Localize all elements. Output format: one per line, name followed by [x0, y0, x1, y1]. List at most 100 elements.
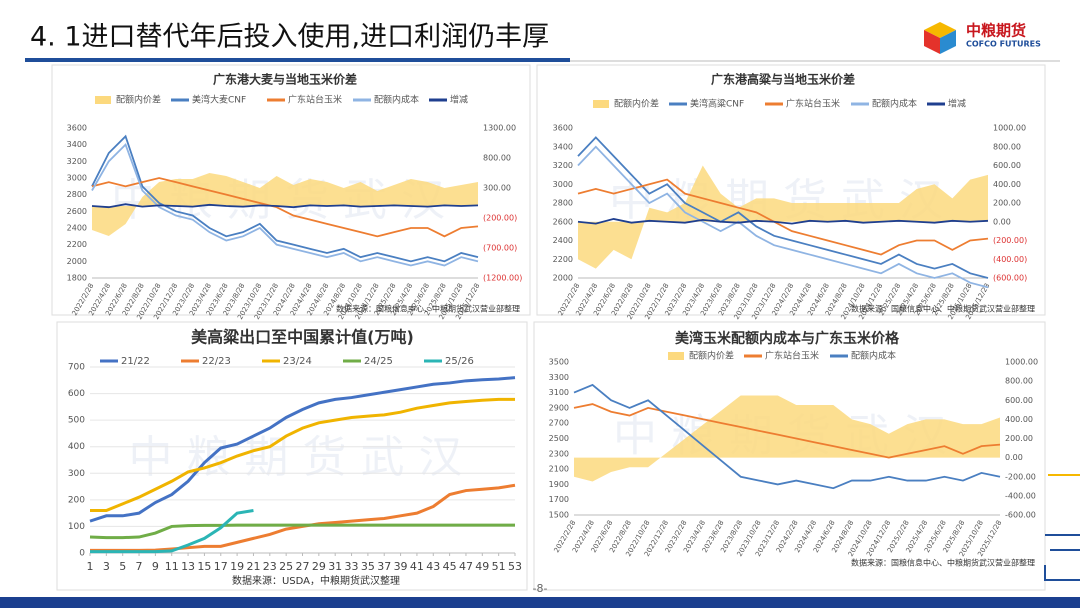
series-line — [573, 403, 1001, 459]
x-tick-label: 27 — [296, 560, 310, 573]
y-tick-label: 3100 — [549, 388, 569, 397]
x-tick-label: 47 — [459, 560, 473, 573]
y2-tick-label: (700.00) — [483, 244, 517, 253]
x-tick-label: 11 — [165, 560, 179, 573]
y-tick-label: 2200 — [553, 255, 573, 264]
y2-tick-label: 300.00 — [483, 184, 511, 193]
y2-tick-label: (200.00) — [483, 214, 517, 223]
y-tick-label: 2000 — [553, 274, 573, 283]
x-tick-label: 35 — [361, 560, 375, 573]
y-tick-label: 3200 — [553, 161, 573, 170]
legend-label: 配额内价差 — [116, 94, 161, 106]
legend-swatch — [668, 352, 684, 360]
x-tick-label: 51 — [492, 560, 506, 573]
y2-tick-label: 200.00 — [993, 199, 1021, 208]
series-line — [91, 177, 479, 238]
y2-tick-label: 400.00 — [993, 180, 1021, 189]
y-tick-label: 300 — [68, 469, 85, 479]
y-tick-label: 1800 — [67, 274, 87, 283]
x-tick-label: 15 — [197, 560, 211, 573]
legend-label: 25/26 — [445, 356, 474, 367]
y2-tick-label: (1200.00) — [483, 274, 522, 283]
source-note: 数据来源：USDA，中粮期货武汉整理 — [232, 574, 400, 587]
source-note: 数据来源：国粮信息中心、中粮期货武汉营业部整理 — [851, 558, 1035, 568]
legend-label: 增减 — [450, 94, 468, 106]
y2-tick-label: 800.00 — [993, 142, 1021, 151]
x-tick-label: 39 — [394, 560, 408, 573]
legend-label: 22/23 — [202, 356, 231, 367]
y2-tick-label: 800.00 — [483, 154, 511, 163]
y-tick-label: 3000 — [553, 180, 573, 189]
y-tick-label: 3600 — [67, 124, 87, 133]
x-tick-label: 1 — [87, 560, 94, 573]
y-tick-label: 2900 — [549, 403, 569, 412]
y-tick-label: 1900 — [549, 480, 569, 489]
x-tick-label: 37 — [377, 560, 391, 573]
series-line — [90, 397, 515, 512]
y-tick-label: 100 — [68, 522, 85, 532]
x-tick-label: 43 — [426, 560, 440, 573]
x-tick-label: 29 — [312, 560, 326, 573]
y-tick-label: 3500 — [549, 358, 569, 367]
x-tick-label: 19 — [230, 560, 244, 573]
y2-tick-label: 0.00 — [1005, 453, 1023, 462]
decor-lines — [1044, 474, 1080, 581]
y-tick-label: 2600 — [67, 207, 87, 216]
chart-title: 广东港大麦与当地玉米价差 — [213, 72, 357, 87]
x-tick-label: 25 — [279, 560, 293, 573]
legend-label: 广东站台玉米 — [765, 350, 819, 362]
legend-label: 配额内价差 — [689, 350, 734, 362]
logo-en: COFCO FUTURES — [966, 40, 1041, 49]
x-tick-label: 33 — [345, 560, 359, 573]
y-tick-label: 600 — [68, 389, 85, 399]
series-line — [91, 134, 479, 263]
y2-tick-label: (400.00) — [993, 255, 1027, 264]
logo: 中粮期货 COFCO FUTURES — [924, 22, 1041, 54]
x-tick-label: 41 — [410, 560, 424, 573]
y-tick-label: 500 — [68, 416, 85, 426]
x-tick-label: 45 — [443, 560, 457, 573]
x-tick-label: 17 — [214, 560, 228, 573]
x-tick-label: 49 — [475, 560, 489, 573]
y2-tick-label: 400.00 — [1005, 415, 1033, 424]
chart-title: 美湾玉米配额内成本与广东玉米价格 — [675, 330, 900, 347]
series-line — [577, 218, 989, 225]
spread-area — [574, 395, 1000, 482]
x-tick-label: 31 — [328, 560, 342, 573]
legend-label: 配额内价差 — [614, 98, 659, 110]
series-line — [91, 143, 479, 267]
y-tick-label: 2800 — [67, 190, 87, 199]
x-tick-label: 5 — [119, 560, 126, 573]
x-tick-label: 7 — [136, 560, 143, 573]
series-line — [577, 178, 989, 256]
y-tick-label: 3400 — [553, 142, 573, 151]
y-tick-label: 2700 — [549, 419, 569, 428]
source-note: 数据来源：国粮信息中心、中粮期货武汉营业部整理 — [336, 304, 520, 314]
y2-tick-label: 0.00 — [993, 217, 1011, 226]
title-underline — [25, 58, 570, 62]
legend-label: 增减 — [948, 98, 966, 110]
y2-tick-label: 600.00 — [1005, 396, 1033, 405]
y-tick-label: 400 — [68, 442, 85, 452]
legend-label: 配额内成本 — [851, 350, 896, 362]
footer-bar — [0, 597, 1080, 608]
series-line — [90, 509, 254, 554]
y-tick-label: 0 — [79, 549, 85, 559]
y2-tick-label: (200.00) — [993, 236, 1027, 245]
legend-swatch — [95, 96, 111, 104]
x-tick-label: 13 — [181, 560, 195, 573]
y-tick-label: 2500 — [549, 434, 569, 443]
y-tick-label: 2400 — [553, 236, 573, 245]
chart-title: 美高粱出口至中国累计值(万吨) — [191, 328, 414, 347]
y2-tick-label: (600.00) — [993, 274, 1027, 283]
source-note: 数据来源：国粮信息中心、中粮期货武汉营业部整理 — [851, 304, 1035, 314]
x-tick-label: 23 — [263, 560, 277, 573]
x-tick-label: 9 — [152, 560, 159, 573]
y-tick-label: 3000 — [67, 174, 87, 183]
y-tick-label: 1500 — [549, 511, 569, 520]
legend-label: 广东站台玉米 — [786, 98, 840, 110]
y-tick-label: 2200 — [67, 240, 87, 249]
y-tick-label: 2400 — [67, 224, 87, 233]
y2-tick-label: 600.00 — [993, 161, 1021, 170]
